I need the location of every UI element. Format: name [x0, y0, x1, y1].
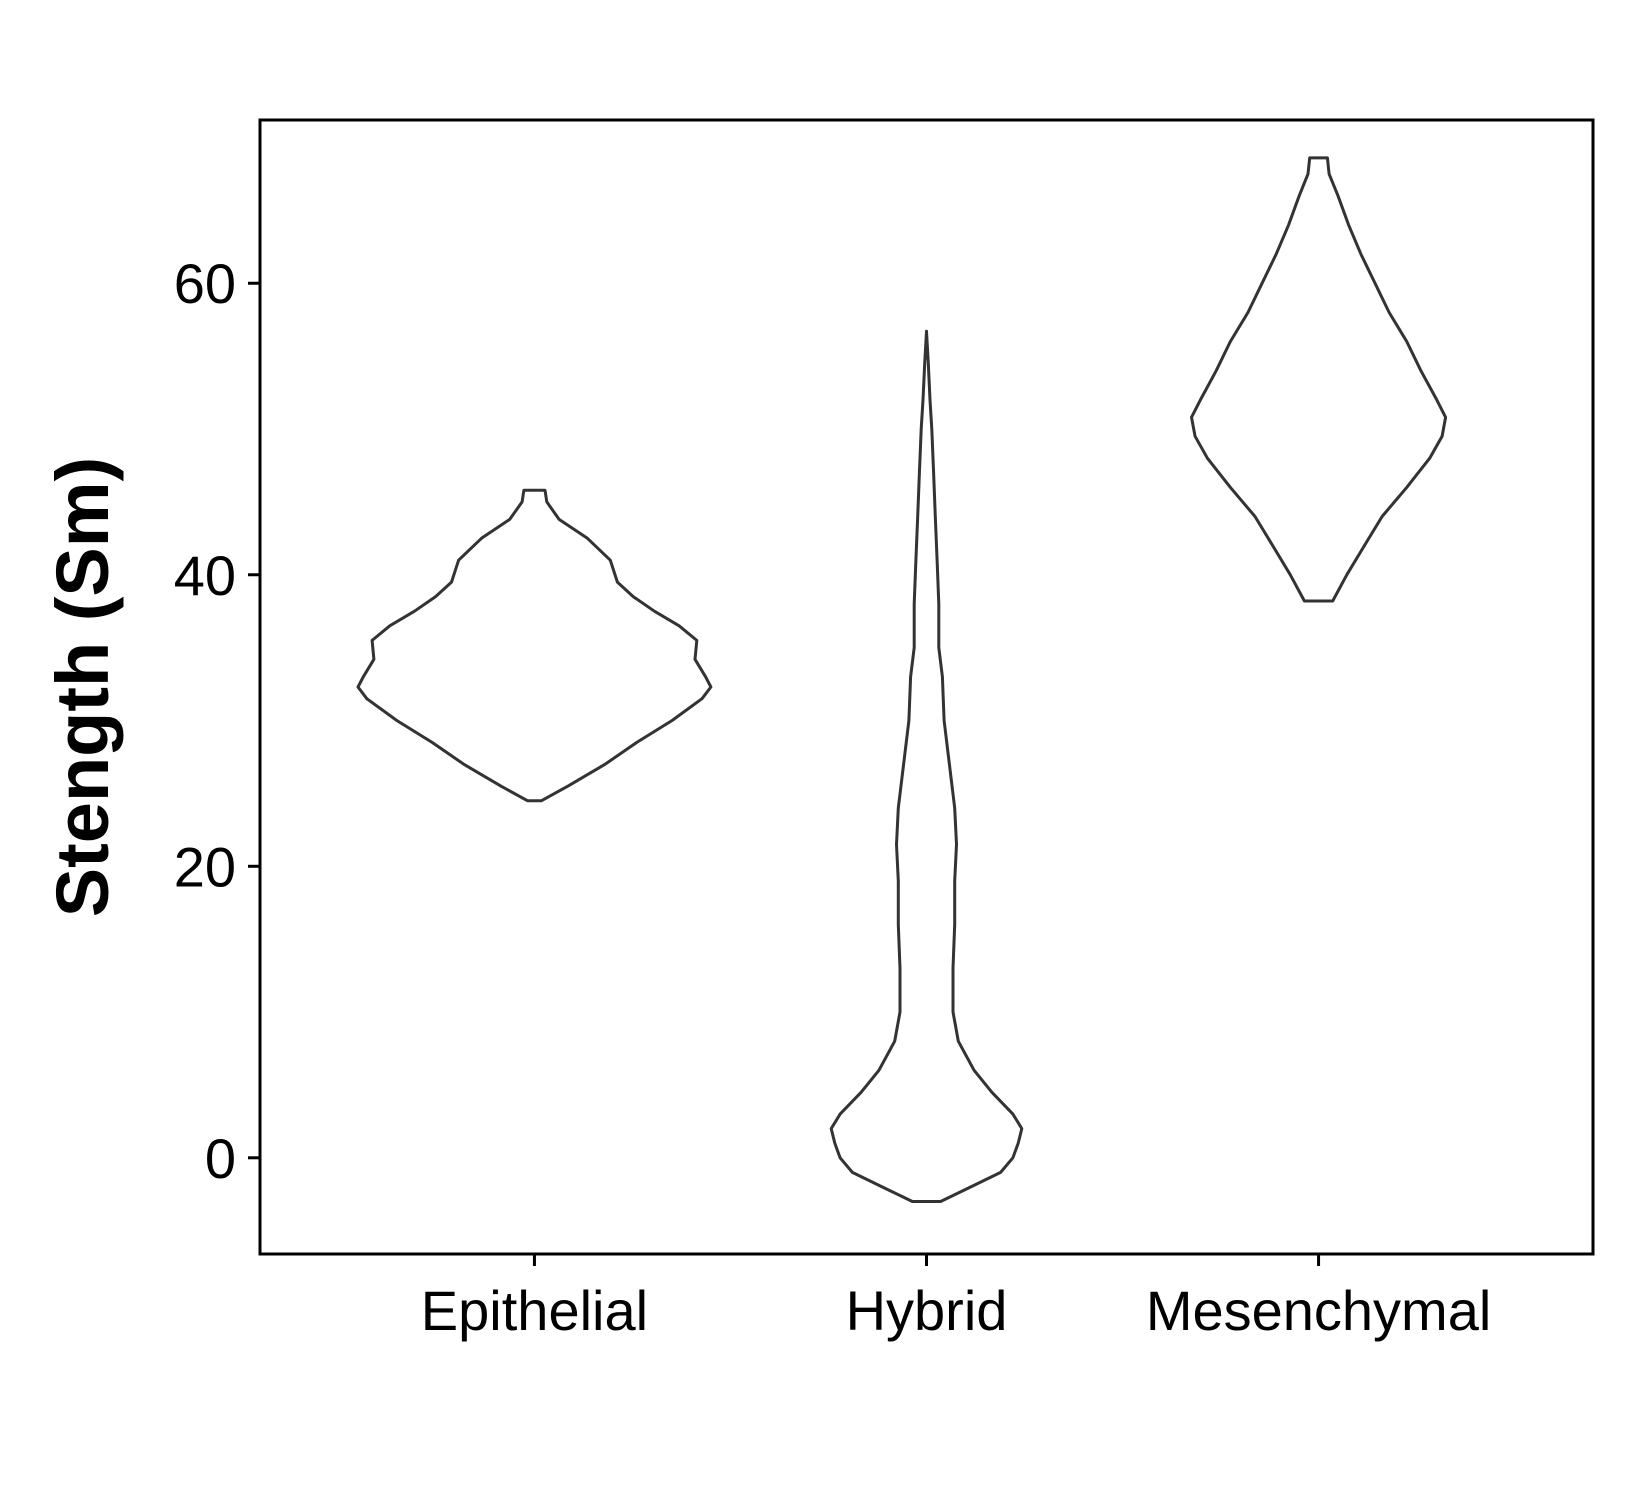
- y-tick-label: 40: [174, 544, 236, 607]
- violin-epithelial: [356, 488, 713, 803]
- x-axis: Epithelial Hybrid Mesenchymal: [421, 1254, 1491, 1342]
- y-tick-label: 20: [174, 835, 236, 898]
- x-tick-label-epithelial: Epithelial: [421, 1279, 648, 1342]
- y-axis-title: Stength (Sm): [41, 457, 124, 917]
- y-tick-label: 0: [205, 1127, 236, 1190]
- x-tick-label-hybrid: Hybrid: [846, 1279, 1008, 1342]
- y-axis: 0 20 40 60: [174, 252, 260, 1190]
- violin-hybrid: [829, 329, 1024, 1203]
- x-tick-label-mesenchymal: Mesenchymal: [1146, 1279, 1491, 1342]
- violin-group: [356, 156, 1448, 1203]
- violin-mesenchymal: [1190, 156, 1448, 603]
- y-tick-label: 60: [174, 252, 236, 315]
